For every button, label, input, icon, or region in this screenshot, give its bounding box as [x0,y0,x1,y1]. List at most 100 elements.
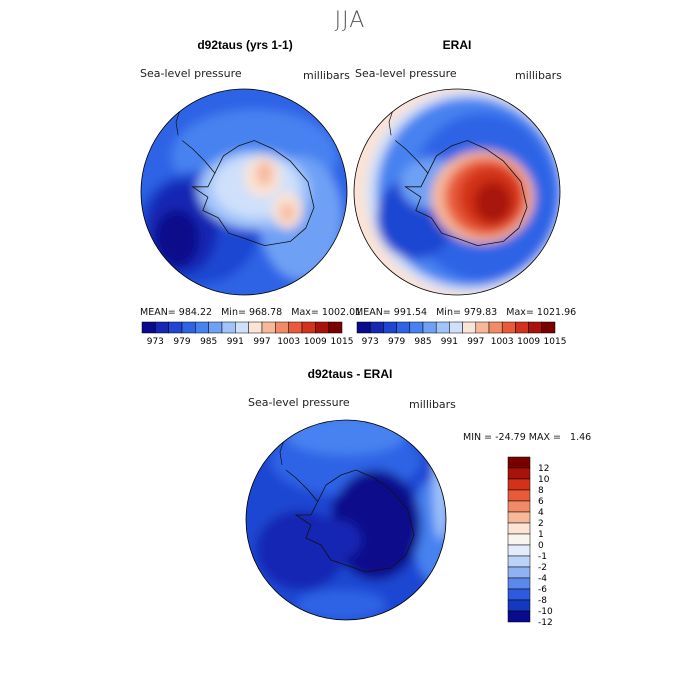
max-value: 1.46 [570,432,592,443]
colorbar-tick-label: -6 [538,585,547,595]
colorbar-tick-label: -12 [538,618,553,628]
colorbar-swatch [541,321,556,334]
colorbar-tick-label: 10 [538,475,550,485]
max-value: 1021.96 [536,307,577,318]
min-value: 968.78 [248,307,283,318]
panel-variable-label: Sea-level pressure [140,67,242,80]
colorbar-swatch [507,566,531,579]
map-boundary [245,419,447,621]
mean-label: MEAN= [355,307,391,318]
panel-units-label: millibars [409,398,456,411]
colorbar-tick-label: 985 [414,337,431,347]
min-value: 979.83 [463,307,498,318]
colorbar-tick-label: 1009 [517,337,540,347]
colorbar-tick-label: -10 [538,607,553,617]
panel-stats-obs: MEAN= 991.54 Min= 979.83 Max= 1021.96 [355,307,576,318]
contour-field [246,420,446,620]
colorbar-swatch [328,321,343,334]
peninsula-coastline [394,140,429,174]
colorbar-swatch [507,533,531,546]
colorbar-swatch [507,511,531,524]
colorbar-tick-label: 1015 [544,337,567,347]
colorbar-tick-label: 973 [147,337,164,347]
colorbar-tick-label: -8 [538,596,547,606]
colorbar-tick-label: 979 [388,337,405,347]
antarctica-coastline [404,140,528,247]
panel-variable-label: Sea-level pressure [248,396,350,409]
colorbar-swatch [507,555,531,568]
figure-title: JJA [334,8,366,33]
colorbar-swatch [507,478,531,491]
colorbar-swatch [507,522,531,535]
panel-variable-label: Sea-level pressure [355,67,457,80]
panel-units-label: millibars [303,69,350,82]
colorbar-tick-label: 1 [538,530,544,540]
colorbar-tick-label: 2 [538,519,544,529]
colorbar-tick-label: 979 [173,337,190,347]
contour-region [296,590,386,620]
max-value: 1002.01 [321,307,362,318]
contour-region [474,181,512,223]
colorbar-swatch [507,456,531,469]
min-label: Min= [221,307,246,318]
contour-region [154,209,200,268]
antarctica-coastline [191,140,315,247]
mean-value: 991.54 [393,307,428,318]
colorbar-tick-label: 1009 [304,337,327,347]
contour-region [311,520,361,560]
panel-title-model: d92taus (yrs 1-1) [197,38,293,52]
min-label: Min= [436,307,461,318]
min-label: MIN = [463,432,493,443]
colorbar-tick-label: 6 [538,497,544,507]
max-label: Max= [506,307,534,318]
contour-region [331,490,371,530]
colorbar-tick-label: 973 [362,337,379,347]
max-label: MAX = [528,432,561,443]
colorbar-swatch [507,599,531,612]
peninsula-coastline [181,140,216,174]
contour-field [354,89,560,295]
colorbar-swatch [507,489,531,502]
colorbar-tick-label: -2 [538,563,547,573]
colorbar-tick-label: 991 [227,337,244,347]
panel-title-diff: d92taus - ERAI [307,367,393,381]
colorbar-tick-label: 1003 [491,337,514,347]
contour-field [141,89,347,295]
panel-stats-diff: MIN = -24.79 MAX = 1.46 [463,432,591,443]
colorbar-tick-label: -4 [538,574,547,584]
colorbar-swatch [507,610,531,623]
mean-value: 984.22 [178,307,213,318]
map-boundary [353,88,561,296]
antarctica-coastline [294,469,415,573]
peninsula-coastline [285,469,319,503]
colorbar-tick-label: 0 [538,541,544,551]
colorbar-swatch [507,544,531,557]
max-label: Max= [291,307,319,318]
colorbar-swatch [507,577,531,590]
panel-title-obs: ERAI [442,38,472,52]
colorbar-tick-label: 997 [253,337,270,347]
mean-label: MEAN= [140,307,176,318]
colorbar-tick-label: -1 [538,552,547,562]
colorbar-tick-label: 991 [441,337,458,347]
map-boundary [140,88,348,296]
min-value: -24.79 [495,432,526,443]
colorbar-tick-label: 1015 [331,337,354,347]
colorbar-tick-label: 4 [538,508,544,518]
panel-units-label: millibars [515,69,562,82]
colorbar-tick-label: 1003 [277,337,300,347]
colorbar-swatch [507,467,531,480]
colorbar-tick-label: 8 [538,486,544,496]
colorbar-tick-label: 997 [467,337,484,347]
panel-stats-model: MEAN= 984.22 Min= 968.78 Max= 1002.01 [140,307,361,318]
colorbar-tick-label: 985 [200,337,217,347]
colorbar-swatch [507,500,531,513]
contour-region [280,203,295,222]
colorbar-swatch [507,588,531,601]
colorbar-tick-label: 12 [538,464,549,474]
